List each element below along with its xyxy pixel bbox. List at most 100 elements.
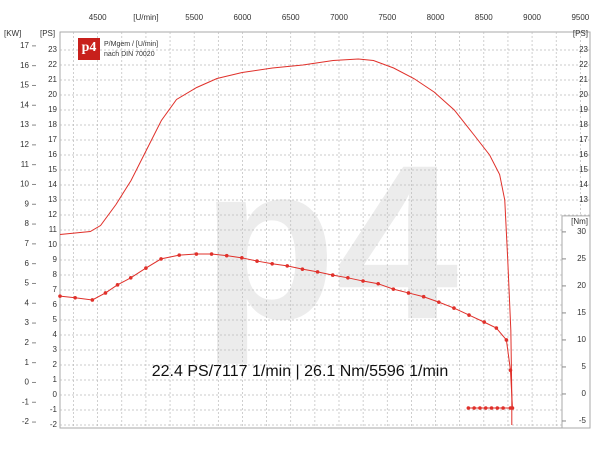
y-tick-label: 2 — [53, 360, 58, 369]
y2-tick-label: 0 — [582, 389, 587, 398]
y-axis-label-right: [PS] — [573, 29, 588, 38]
y-tick-label: 15 — [48, 165, 57, 174]
y-tick-label-right: 18 — [579, 120, 588, 129]
series-marker — [466, 406, 471, 410]
y3-tick-label: 6 — [25, 259, 30, 268]
series-marker — [489, 406, 494, 410]
y-tick-label-right: 17 — [579, 135, 588, 144]
series-marker — [128, 276, 133, 280]
y-tick-label-right: 20 — [579, 90, 588, 99]
watermark: p4 — [202, 119, 459, 365]
y3-tick-label: 1 — [25, 358, 30, 367]
series-marker — [376, 281, 380, 286]
y-tick-label: 21 — [48, 75, 57, 84]
y-tick-label-right: 16 — [579, 150, 588, 159]
series-marker — [177, 253, 182, 257]
x-tick-label: 8000 — [427, 13, 445, 22]
y-tick-label: 19 — [48, 105, 57, 114]
y2-tick-label: 15 — [577, 308, 586, 317]
series-marker — [58, 294, 62, 298]
y-tick-label: 4 — [53, 330, 58, 339]
series-line — [59, 58, 513, 425]
y3-tick-label: 7 — [25, 239, 30, 248]
y-tick-label: 22 — [48, 60, 57, 69]
x-tick-label: 7500 — [378, 13, 396, 22]
series-marker — [483, 406, 488, 410]
series-marker — [144, 266, 148, 270]
x-tick-label: 4500 — [89, 13, 107, 22]
y-tick-label: 10 — [48, 240, 57, 249]
x-tick-label: 7000 — [330, 13, 348, 22]
y3-tick-label: -2 — [22, 417, 30, 426]
y-tick-label-right: 23 — [579, 45, 588, 54]
y3-tick-label: -1 — [22, 397, 30, 406]
annotation: 22.4 PS/7117 1/min | 26.1 Nm/5596 1/min — [152, 363, 448, 380]
series-marker — [501, 406, 505, 410]
y-tick-label: 6 — [53, 300, 58, 309]
y-tick-label: 5 — [53, 315, 58, 324]
series-marker — [421, 294, 426, 299]
series-marker — [255, 259, 259, 263]
y-tick-label: 12 — [48, 210, 57, 219]
series-marker — [315, 270, 320, 274]
x-tick-label: 6000 — [234, 13, 252, 22]
series-marker — [300, 267, 305, 271]
y-tick-label: 17 — [48, 135, 57, 144]
y3-tick-label: 9 — [25, 199, 30, 208]
logo-box — [78, 38, 100, 60]
y3-tick-label: 15 — [20, 81, 29, 90]
y-tick-label: 1 — [53, 375, 58, 384]
y2-tick-label: 20 — [577, 281, 586, 290]
y3-tick-label: 11 — [21, 160, 30, 169]
y-tick-label: 13 — [48, 195, 57, 204]
y3-tick-label: 14 — [20, 100, 29, 109]
series-marker — [391, 287, 396, 291]
y-tick-label-right: 21 — [579, 75, 588, 84]
y2-axis-label: [Nm] — [571, 217, 588, 226]
series-marker — [452, 306, 456, 310]
series-marker — [115, 283, 120, 287]
y-tick-label: 3 — [53, 345, 58, 354]
y-tick-label: 0 — [53, 390, 58, 399]
y3-axis-label: [KW] — [4, 29, 21, 38]
series-marker — [467, 313, 471, 317]
legend-text: nach DIN 70020 — [104, 51, 155, 58]
y2-tick-label: 30 — [577, 227, 586, 236]
series-marker — [73, 296, 77, 300]
y-tick-label: -1 — [50, 405, 58, 414]
series-marker — [224, 253, 229, 258]
y3-tick-label: 8 — [25, 219, 30, 228]
y2-tick-label: 10 — [577, 335, 586, 344]
y3-tick-label: 10 — [20, 180, 29, 189]
series-marker — [478, 406, 482, 410]
series-marker — [346, 276, 350, 280]
y-tick-label: 11 — [49, 225, 58, 234]
y-tick-label: 9 — [53, 255, 58, 264]
y-tick-label-right: 22 — [579, 60, 588, 69]
x-tick-label: 5500 — [185, 13, 203, 22]
y2-tick-label: 25 — [577, 254, 586, 263]
x-tick-label: 8500 — [475, 13, 493, 22]
series-marker — [285, 264, 290, 268]
series-marker — [270, 261, 274, 266]
series-marker — [406, 291, 411, 295]
y3-tick-label: 12 — [20, 140, 29, 149]
y3-tick-label: 17 — [20, 41, 29, 50]
y2-tick-label: -5 — [579, 416, 587, 425]
x-tick-label: 9000 — [523, 13, 541, 22]
x-tick-label: 6500 — [282, 13, 300, 22]
y-tick-label-right: 13 — [579, 195, 588, 204]
y-tick-label: 16 — [48, 150, 57, 159]
y-tick-label: 18 — [48, 120, 57, 129]
series-marker — [494, 326, 499, 330]
logo: p4 — [82, 40, 97, 55]
y-tick-label-right: 14 — [579, 180, 588, 189]
x-tick-label: 9500 — [571, 13, 589, 22]
series-marker — [482, 320, 486, 324]
series-marker — [209, 252, 214, 256]
y-tick-label: 14 — [48, 180, 57, 189]
series-marker — [90, 298, 95, 302]
y3-tick-label: 4 — [25, 298, 30, 307]
y3-tick-label: 2 — [25, 338, 30, 347]
